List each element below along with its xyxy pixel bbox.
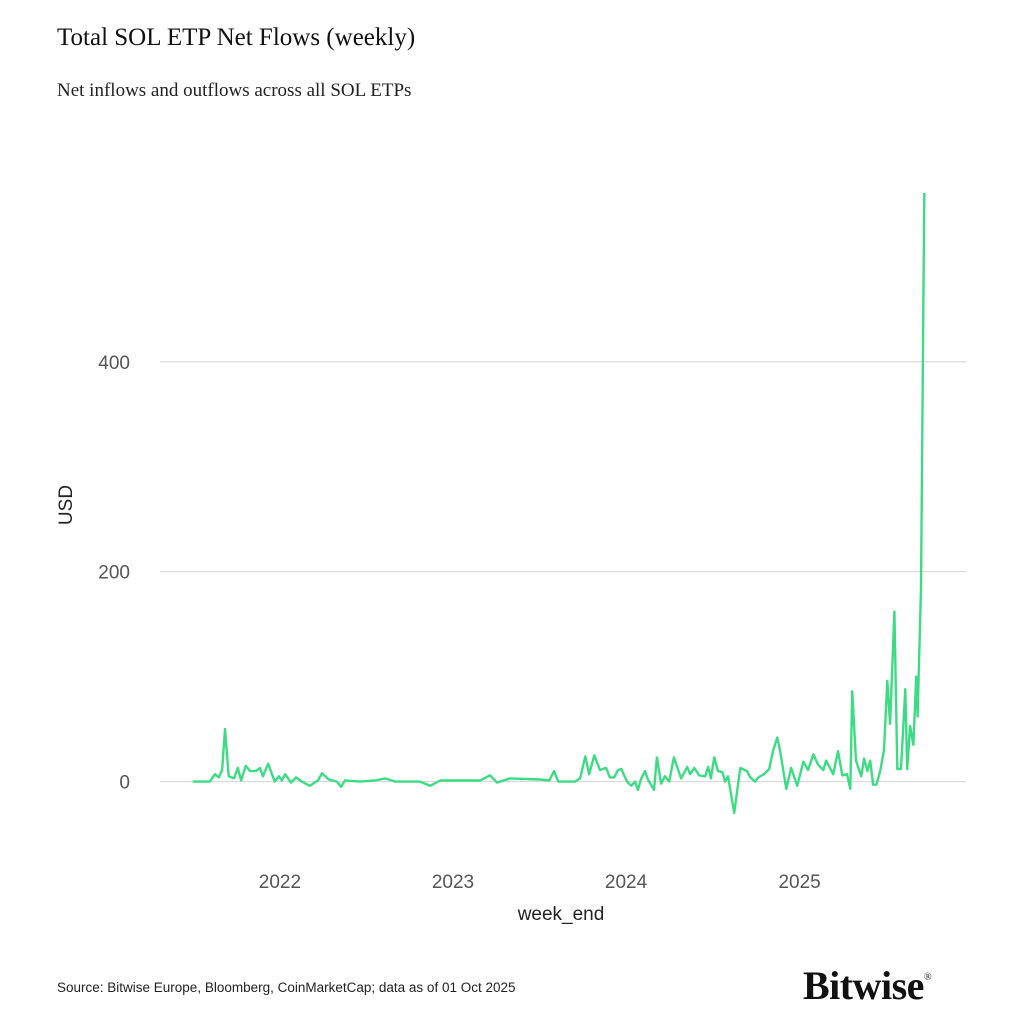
- series-line: [192, 192, 926, 815]
- x-tick-label: 2024: [605, 872, 648, 893]
- x-tick-label: 2023: [432, 872, 474, 893]
- logo-text: Bitwise: [803, 963, 924, 1008]
- chart-subtitle: Net inflows and outflows across all SOL …: [57, 80, 412, 101]
- chart-title: Total SOL ETP Net Flows (weekly): [57, 24, 416, 51]
- bitwise-logo: Bitwise®: [803, 962, 932, 1009]
- y-tick-label: 400: [98, 353, 130, 374]
- y-axis-label: USD: [56, 485, 77, 525]
- source-note: Source: Bitwise Europe, Bloomberg, CoinM…: [57, 980, 516, 995]
- y-tick-label: 0: [119, 773, 130, 794]
- x-tick-label: 2022: [259, 872, 301, 893]
- y-tick-label: 200: [98, 563, 130, 584]
- x-axis-label: week_end: [517, 904, 605, 925]
- registered-mark: ®: [923, 972, 932, 983]
- x-tick-label: 2025: [778, 872, 820, 893]
